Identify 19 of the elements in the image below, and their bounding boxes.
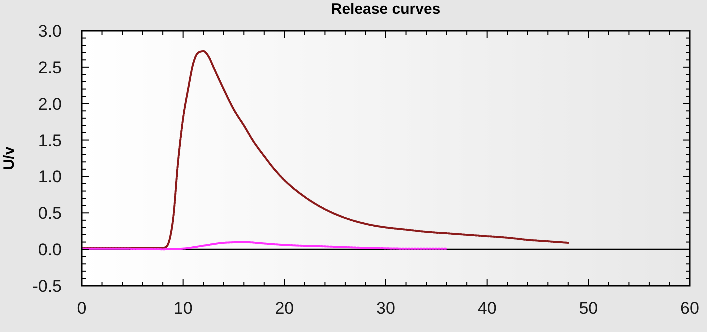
line-series bbox=[81, 241, 448, 251]
y-tick-label: 2.0 bbox=[38, 94, 62, 114]
y-axis-title: U/v bbox=[1, 146, 18, 170]
x-tick-label: 40 bbox=[478, 299, 497, 318]
y-tick-label: 2.5 bbox=[38, 58, 62, 78]
x-tick-label: 50 bbox=[579, 299, 598, 318]
x-tick-label: 10 bbox=[174, 299, 193, 318]
y-tick-label: 0.0 bbox=[38, 240, 62, 260]
x-tick-label: 20 bbox=[275, 299, 294, 318]
x-tick-label: 60 bbox=[680, 299, 700, 318]
line-series bbox=[81, 50, 570, 250]
y-tick-label: -0.5 bbox=[32, 277, 62, 296]
chart-title: Release curves bbox=[331, 1, 441, 18]
x-tick-label: 0 bbox=[77, 299, 87, 318]
y-tick-label: 0.5 bbox=[38, 204, 62, 224]
y-tick-label: 1.0 bbox=[38, 168, 62, 187]
y-tick-label: 3.0 bbox=[38, 22, 62, 41]
x-tick-label: 30 bbox=[376, 299, 396, 318]
y-tick-label: 1.5 bbox=[38, 131, 62, 150]
